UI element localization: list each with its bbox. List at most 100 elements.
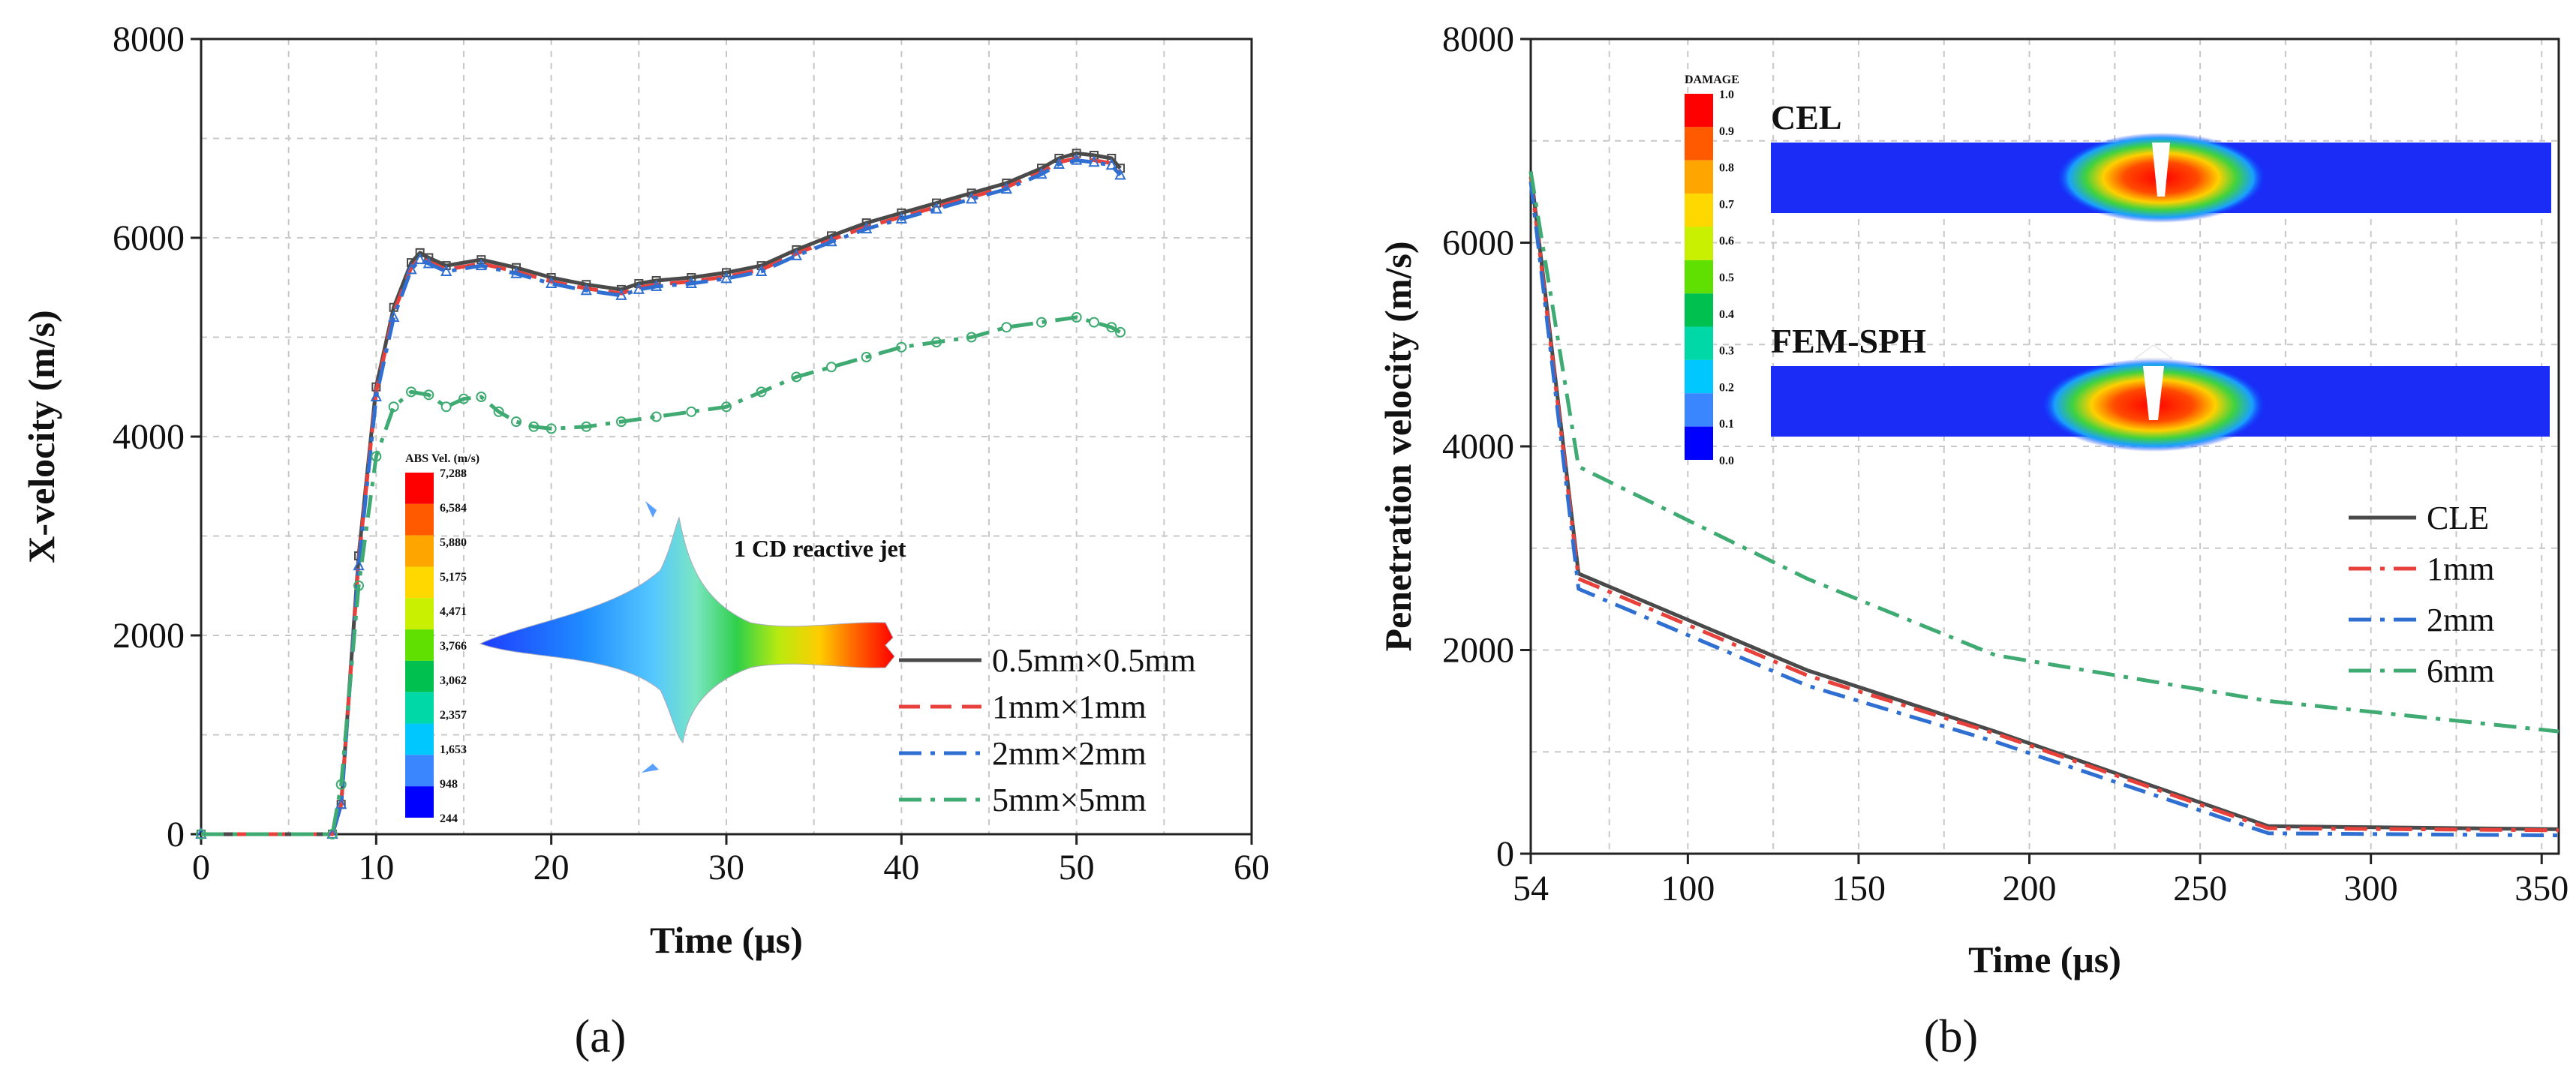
a-colorbar-swatch	[405, 723, 434, 755]
a-series-point	[1036, 167, 1048, 179]
b-panel-label: (b)	[1924, 1011, 1978, 1062]
b-x-tick-label: 200	[2003, 869, 2057, 908]
a-colorbar-swatch	[405, 503, 434, 536]
b-colorbar-value: 0.0	[1719, 455, 1734, 467]
a-x-tick-label: 60	[1234, 848, 1270, 887]
a-jet-tip-bottom	[642, 764, 659, 773]
b-colorbar-value: 0.8	[1719, 162, 1734, 175]
b-colorbar-value: 0.9	[1719, 125, 1734, 138]
a-grid	[201, 39, 1252, 834]
b-colorbar-value: 1.0	[1719, 89, 1734, 101]
b-y-tick-label: 4000	[1442, 427, 1514, 467]
b-colorbar-value: 0.7	[1719, 198, 1734, 211]
a-series-point	[528, 421, 540, 432]
a-series-point	[414, 252, 426, 265]
b-colorbar-value: 0.5	[1719, 272, 1734, 284]
b-y-tick-label: 8000	[1442, 20, 1514, 59]
a-colorbar-swatch	[405, 692, 434, 724]
b-x-tick-label: 300	[2344, 869, 2398, 908]
fem-sph-label: FEM-SPH	[1771, 322, 1926, 360]
a-series-point	[476, 392, 487, 402]
a-series-point	[932, 198, 941, 208]
a-series-point	[651, 279, 663, 291]
a-jet-shape	[479, 516, 895, 744]
panel-a: 0 10 20 30 40 50 60 0 2000 4000 6000 8000 ABS Vel. …	[20, 20, 1270, 1062]
a-series-point	[1000, 182, 1012, 194]
a-colorbar-value: 5,175	[440, 571, 467, 584]
a-x-tick-label: 50	[1059, 848, 1095, 887]
a-x-tick-label: 40	[883, 848, 919, 887]
b-colorbar-value: 0.4	[1719, 308, 1734, 321]
b-series	[1528, 171, 2559, 838]
a-inset-label: 1 CD reactive jet	[734, 535, 906, 562]
a-series-line-3	[201, 315, 1122, 836]
a-series-point	[327, 829, 338, 839]
b-colorbar-swatch	[1685, 426, 1713, 460]
a-series-point	[1115, 326, 1126, 338]
a-colorbar-swatch	[405, 755, 434, 787]
a-series-point	[966, 192, 978, 204]
a-series-point	[1107, 154, 1117, 163]
a-colorbar-title: ABS Vel. (m/s)	[405, 452, 479, 465]
b-legend-label-2: 2mm	[2427, 602, 2494, 638]
b-legend-label-1: 1mm	[2427, 551, 2494, 587]
a-series-point	[510, 266, 522, 278]
b-legend: CLE 1mm 2mm 6mm	[2349, 500, 2494, 689]
a-x-axis-title: Time (μs)	[650, 919, 803, 961]
panel-b: 54 100 150 200 250 300 350 0 2000 4000 6000 8000 DA…	[1377, 20, 2568, 1062]
b-colorbar-value: 0.6	[1719, 235, 1734, 248]
a-y-tick-label: 2000	[113, 616, 185, 656]
b-colorbar-swatch	[1685, 194, 1713, 227]
a-series-point	[931, 337, 942, 348]
b-series-line-3	[1528, 171, 2559, 734]
a-panel-label: (a)	[575, 1011, 627, 1062]
a-colorbar-swatch	[405, 473, 434, 504]
b-colorbar-title: DAMAGE	[1685, 74, 1739, 86]
b-y-tick-label: 6000	[1442, 224, 1514, 263]
a-series-point	[581, 421, 592, 432]
a-series-point	[826, 362, 837, 373]
a-series-point	[388, 401, 399, 413]
a-colorbar-swatch	[405, 660, 434, 692]
a-series-line-2	[201, 158, 1122, 836]
a-y-axis-title: X-velocity (m/s)	[20, 310, 62, 563]
b-ticks: 54 100 150 200 250 300 350 0 2000 4000 6000 8000	[1442, 20, 2568, 908]
b-y-axis-title: Penetration velocity (m/s)	[1377, 241, 1419, 651]
a-series-point	[966, 332, 977, 343]
b-x-tick-label: 350	[2514, 869, 2568, 908]
a-series	[195, 149, 1126, 839]
a-colorbar-value: 2,357	[440, 709, 467, 722]
a-series-point	[353, 559, 365, 571]
a-series-point	[721, 401, 732, 413]
b-colorbar-swatch	[1685, 94, 1713, 128]
cel-damage-plate	[1771, 133, 2551, 223]
a-colorbar-value: 7,288	[440, 467, 467, 480]
a-series-point	[546, 423, 557, 434]
b-colorbar-swatch	[1685, 326, 1713, 360]
a-series-point	[440, 401, 452, 413]
a-series-point	[546, 276, 558, 288]
b-x-tick-label: 100	[1661, 869, 1715, 908]
a-legend-label-0: 0.5mm×0.5mm	[992, 642, 1196, 679]
a-series-point	[1071, 153, 1083, 165]
a-series-point	[475, 258, 487, 271]
a-ticks: 0 10 20 30 40 50 60 0 2000 4000 6000 8000	[113, 20, 1270, 887]
b-colorbar-swatch	[1685, 393, 1713, 427]
a-series-point	[861, 221, 873, 234]
a-series-point	[633, 282, 645, 294]
a-series-point	[370, 389, 382, 401]
a-x-tick-label: 0	[192, 848, 210, 887]
a-series-point	[756, 386, 767, 398]
a-series-point	[686, 406, 697, 417]
b-legend-label-0: CLE	[2427, 500, 2489, 536]
a-series-line-1	[201, 156, 1122, 836]
b-y-tick-label: 2000	[1442, 631, 1514, 671]
b-colorbar-swatch	[1685, 160, 1713, 194]
a-series-point	[405, 263, 417, 275]
b-colorbar-swatch	[1685, 293, 1713, 327]
b-colorbar-swatch	[1685, 227, 1713, 260]
a-colorbar-value: 4,471	[440, 605, 467, 618]
a-series-point	[791, 371, 802, 383]
a-series-point	[196, 829, 206, 839]
